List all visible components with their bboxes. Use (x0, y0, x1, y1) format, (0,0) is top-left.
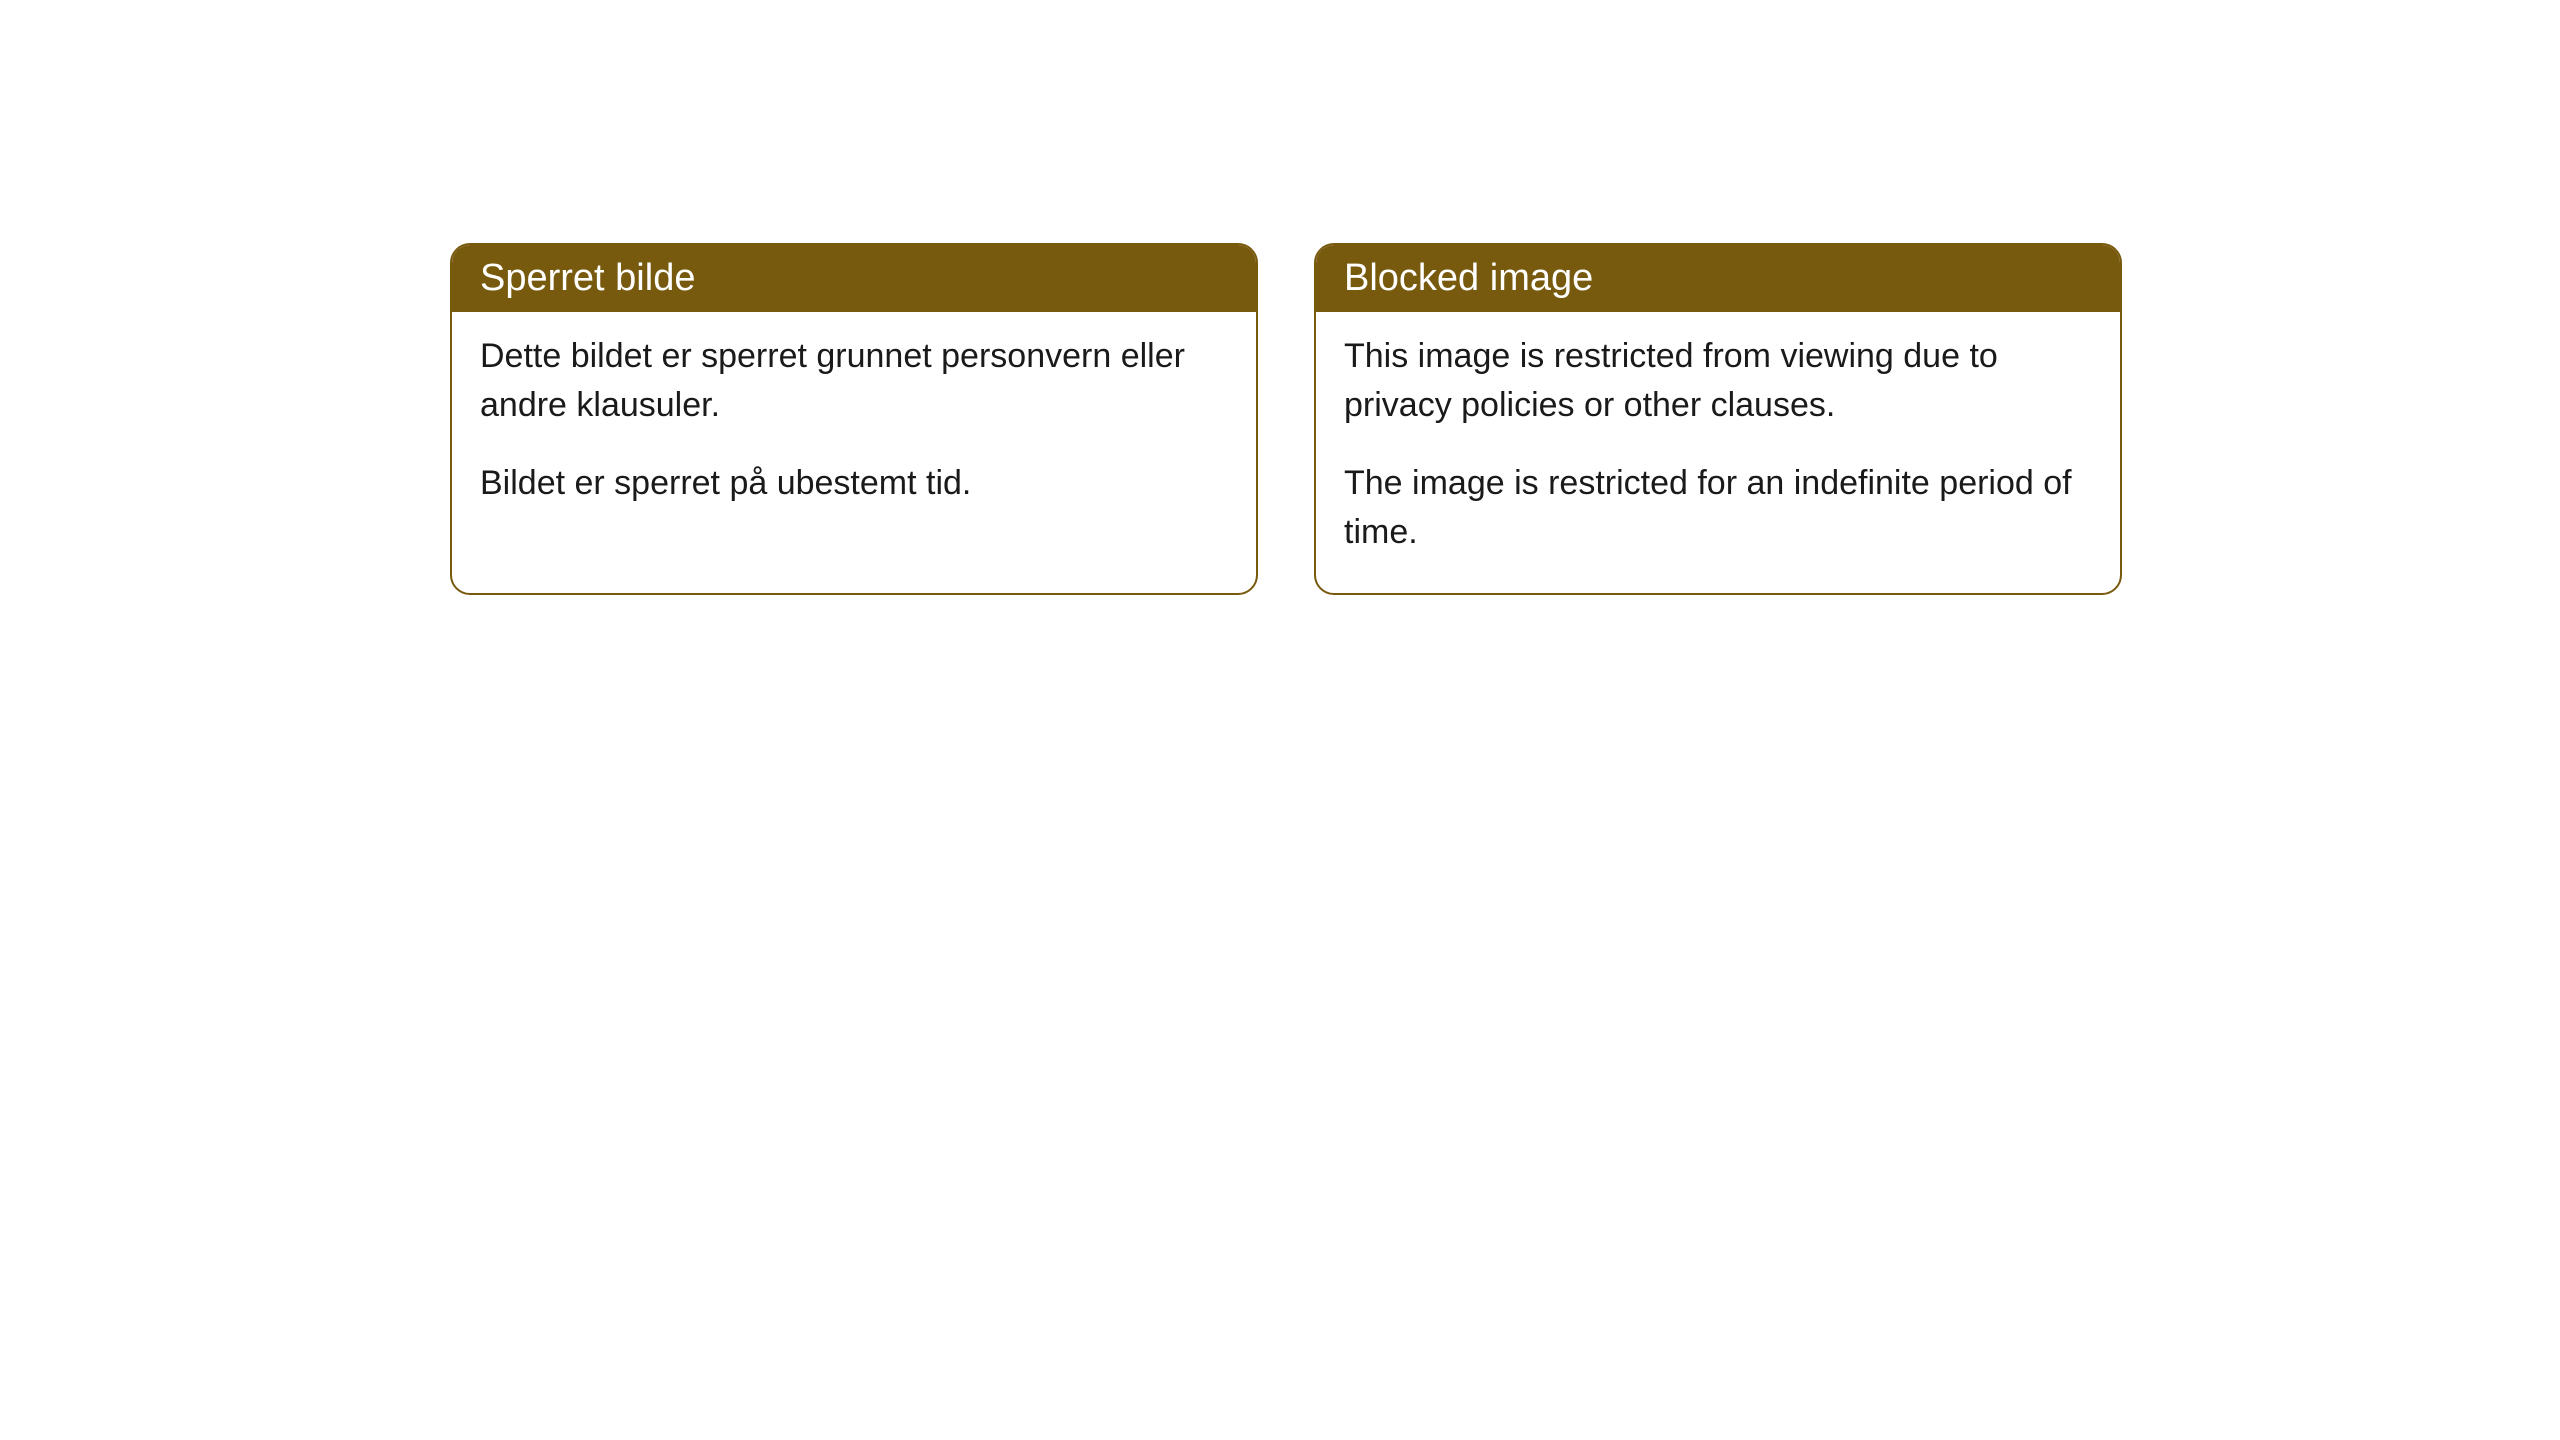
notice-header-norwegian: Sperret bilde (452, 245, 1256, 312)
notice-body-norwegian: Dette bildet er sperret grunnet personve… (452, 312, 1256, 544)
notice-container: Sperret bilde Dette bildet er sperret gr… (0, 0, 2560, 595)
notice-text-norwegian-2: Bildet er sperret på ubestemt tid. (480, 459, 1228, 508)
notice-card-norwegian: Sperret bilde Dette bildet er sperret gr… (450, 243, 1258, 595)
notice-header-english: Blocked image (1316, 245, 2120, 312)
notice-text-english-1: This image is restricted from viewing du… (1344, 332, 2092, 431)
notice-text-norwegian-1: Dette bildet er sperret grunnet personve… (480, 332, 1228, 431)
notice-body-english: This image is restricted from viewing du… (1316, 312, 2120, 593)
notice-text-english-2: The image is restricted for an indefinit… (1344, 459, 2092, 558)
notice-card-english: Blocked image This image is restricted f… (1314, 243, 2122, 595)
